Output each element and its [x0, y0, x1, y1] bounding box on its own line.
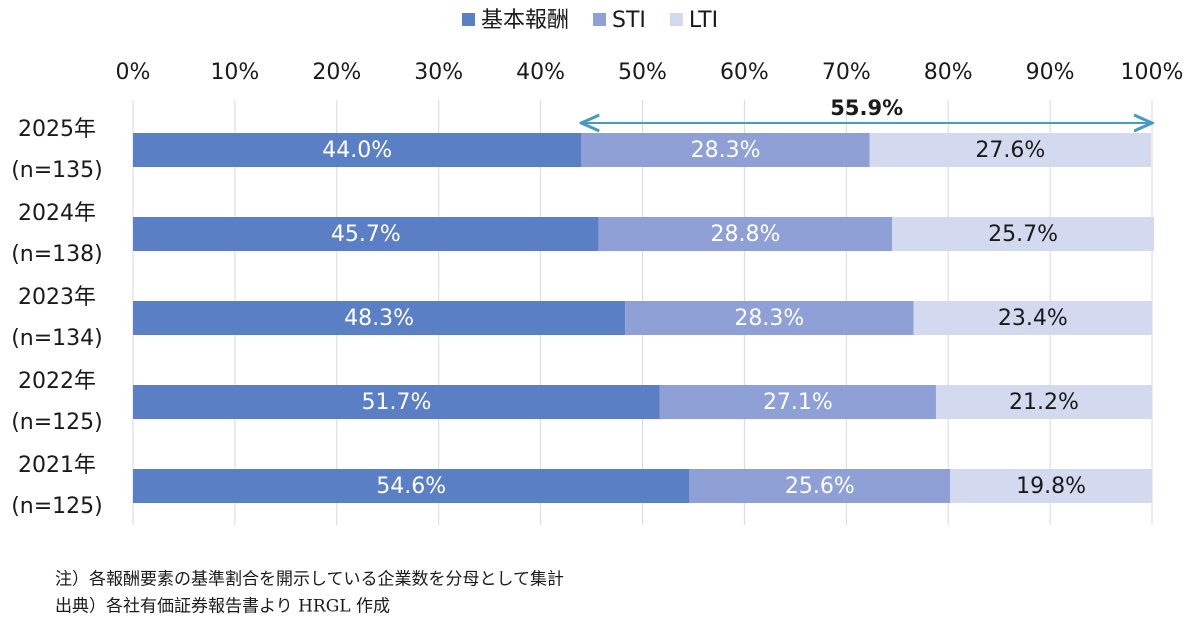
x-tick-label: 40%	[516, 60, 565, 85]
y-tick-label: (n=125)	[11, 494, 103, 519]
bar-segment	[689, 469, 951, 503]
value-label: 28.3%	[691, 138, 761, 163]
x-tick-label: 70%	[822, 60, 871, 85]
legend-swatch	[669, 13, 683, 26]
y-tick-label: (n=135)	[11, 158, 103, 183]
value-label: 28.8%	[710, 222, 780, 247]
y-tick-label: 2021年	[18, 453, 96, 478]
annotation-label: 55.9%	[830, 96, 903, 120]
legend-swatch	[593, 13, 607, 26]
x-tick-label: 100%	[1121, 60, 1184, 85]
x-tick-label: 20%	[312, 60, 361, 85]
value-label: 44.0%	[322, 138, 392, 163]
value-label: 28.3%	[734, 306, 804, 331]
y-tick-label: (n=138)	[11, 242, 103, 267]
y-tick-label: 2025年	[18, 117, 96, 142]
value-label: 23.4%	[998, 306, 1068, 331]
value-label: 19.8%	[1016, 474, 1086, 499]
bar-segment	[625, 301, 914, 335]
bar-segment	[581, 133, 870, 167]
value-label: 27.1%	[763, 390, 833, 415]
bar-segment	[659, 385, 936, 419]
y-tick-label: 2024年	[18, 201, 96, 226]
y-tick-label: (n=134)	[11, 326, 103, 351]
value-label: 27.6%	[975, 138, 1045, 163]
legend-label: LTI	[689, 8, 718, 33]
value-label: 25.6%	[785, 474, 855, 499]
value-label: 45.7%	[331, 222, 401, 247]
x-tick-label: 10%	[210, 60, 259, 85]
bar-segment	[950, 469, 1152, 503]
x-tick-label: 50%	[618, 60, 667, 85]
bar-segment	[133, 133, 582, 167]
x-tick-label: 30%	[414, 60, 463, 85]
bar-segment	[913, 301, 1152, 335]
bar-segment	[133, 385, 660, 419]
x-tick-label: 60%	[720, 60, 769, 85]
bar-segment	[892, 217, 1155, 251]
bar-segment	[133, 301, 626, 335]
x-tick-label: 80%	[924, 60, 973, 85]
y-tick-label: (n=125)	[11, 410, 103, 435]
bar-segment	[869, 133, 1151, 167]
legend-swatch	[462, 13, 475, 26]
note: 注）各報酬要素の基準割合を開示している企業数を分母として集計	[55, 570, 564, 590]
value-label: 21.2%	[1009, 390, 1079, 415]
value-label: 48.3%	[344, 306, 414, 331]
source: 出典）各社有価証券報告書より HRGL 作成	[55, 597, 390, 617]
bar-segment	[598, 217, 893, 251]
legend-label: STI	[612, 8, 646, 33]
y-tick-label: 2022年	[18, 369, 96, 394]
bar-segment	[133, 217, 599, 251]
x-tick-label: 0%	[116, 60, 151, 85]
bar-segment	[133, 469, 690, 503]
y-tick-label: 2023年	[18, 285, 96, 310]
value-label: 51.7%	[361, 390, 431, 415]
bar-segment	[935, 385, 1152, 419]
x-tick-label: 90%	[1026, 60, 1075, 85]
value-label: 54.6%	[376, 474, 446, 499]
value-label: 25.7%	[988, 222, 1058, 247]
legend-label: 基本報酬	[481, 8, 569, 33]
